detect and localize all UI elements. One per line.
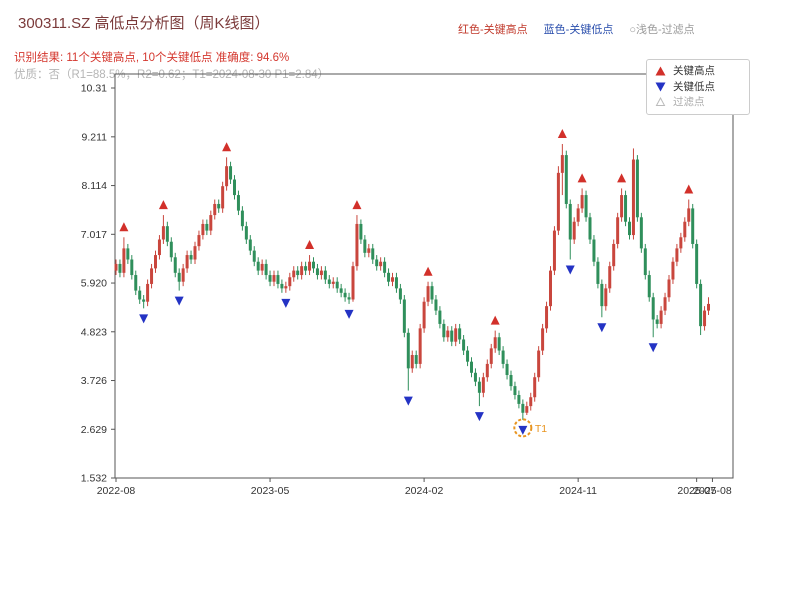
triangle-outline-icon [655,97,666,107]
key-high-marker [617,173,627,183]
svg-text:8.114: 8.114 [82,180,108,192]
key-point-markers [119,128,694,435]
svg-text:9.211: 9.211 [82,131,108,143]
svg-text:2024-02: 2024-02 [405,485,444,497]
key-low-marker [518,425,528,435]
key-high-marker [119,222,129,232]
svg-text:2025-07: 2025-07 [677,485,716,497]
y-axis: 10.31 9.211 8.114 7.017 5.920 4.823 3.726 2.629… [81,83,115,485]
key-high-marker [222,142,232,152]
key-low-marker [597,323,607,333]
header-legend-key-low: 蓝色-关键低点 [543,24,614,36]
key-low-marker [139,314,149,324]
key-low-marker [474,412,484,422]
key-low-marker [281,298,291,308]
key-low-marker [174,296,184,306]
header-legend: 红色-关键高点 蓝色-关键低点 ○浅色-过滤点 [458,21,695,37]
svg-text:3.726: 3.726 [81,375,107,387]
legend-row-filtered: 过滤点 [655,97,741,108]
svg-text:2024-11: 2024-11 [559,485,597,497]
legend-label-key-high: 关键高点 [673,65,715,77]
t1-annotation-label: T1 [535,423,547,435]
t1-annotation-circle [513,418,533,438]
legend-label-key-low: 关键低点 [673,80,715,93]
key-high-marker [352,200,362,210]
svg-text:10.31: 10.31 [81,83,107,95]
legend-row-key-high: 关键高点 [655,66,741,77]
candles [114,143,710,420]
plot-frame [114,73,734,479]
svg-text:5.920: 5.920 [81,278,107,290]
key-high-marker [490,315,500,325]
legend-label-filtered: 过滤点 [673,96,705,108]
recognition-result-text: 识别结果: 11个关键高点, 10个关键低点 准确度: 94.6% [14,52,290,64]
svg-text:4.823: 4.823 [81,326,107,338]
svg-text:2025-08: 2025-08 [693,485,732,497]
legend-row-key-low: 关键低点 [655,80,741,93]
key-low-marker [648,343,658,353]
svg-text:7.017: 7.017 [81,229,107,241]
triangle-up-icon [655,66,666,76]
key-high-marker [684,184,694,194]
key-low-marker [344,309,354,319]
key-high-marker [577,173,587,183]
key-high-marker [557,128,567,138]
svg-text:2022-08: 2022-08 [97,485,136,497]
header-legend-key-high: 红色-关键高点 [458,24,528,36]
svg-text:2.629: 2.629 [81,424,107,436]
key-high-marker [305,240,315,250]
triangle-down-icon [655,82,666,92]
quality-text: 优质：否（R1=88.5%，R2=0.62；T1=2024-08-30 P1=2… [14,69,330,81]
key-high-marker [423,266,433,276]
key-high-marker [158,200,168,210]
key-low-marker [565,265,575,275]
x-axis: 2022-08 2023-05 2024-02 2024-11 2025-072025-… [97,478,732,497]
chart-inner-legend: 关键高点 关键低点 过滤点 [646,59,750,115]
svg-text:1.532: 1.532 [81,473,107,485]
svg-text:2023-05: 2023-05 [251,485,290,497]
key-low-marker [403,396,413,406]
page-title: 300311.SZ 高低点分析图（周K线图） [18,15,270,32]
header-legend-filtered: ○浅色-过滤点 [629,24,695,36]
